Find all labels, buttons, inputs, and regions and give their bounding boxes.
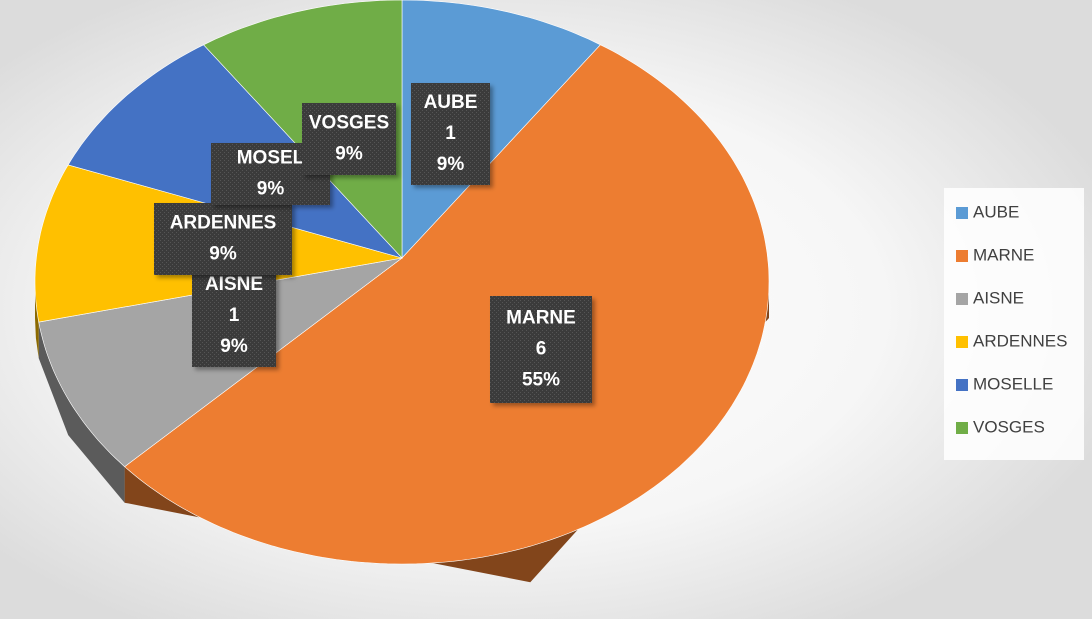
data-label-box (302, 103, 396, 175)
data-label-box (192, 265, 276, 367)
pie-side (35, 282, 39, 359)
legend-label: MOSELLE (973, 374, 1053, 393)
data-label: 9% (209, 244, 237, 265)
data-label-box (154, 203, 292, 275)
data-label: VOSGES (309, 113, 389, 134)
legend-label: AUBE (973, 202, 1019, 221)
data-label: AISNE (205, 274, 263, 295)
data-label: 1 (229, 305, 240, 326)
data-label: AUBE (424, 92, 478, 113)
legend-box (944, 188, 1084, 460)
legend-swatch (956, 336, 968, 348)
legend-swatch (956, 422, 968, 434)
data-label: 9% (335, 144, 363, 165)
legend-label: AISNE (973, 288, 1024, 307)
legend-swatch (956, 379, 968, 391)
pie-side (38, 322, 125, 503)
pie-slice (401, 0, 601, 259)
legend-label: VOSGES (973, 417, 1045, 436)
data-label: MARNE (506, 308, 576, 329)
data-label-box (490, 296, 592, 403)
data-label: 9% (437, 154, 465, 175)
legend-swatch (956, 250, 968, 262)
data-label-box (411, 83, 490, 185)
data-label: 1 (445, 123, 456, 144)
data-label: ARDENNES (170, 213, 277, 234)
data-label: MOSEL (237, 148, 305, 169)
pie-slice (124, 44, 770, 565)
data-label: 9% (220, 336, 248, 357)
legend-label: ARDENNES (973, 331, 1067, 350)
data-label: 6 (536, 339, 547, 360)
legend-label: MARNE (973, 245, 1034, 264)
legend-swatch (956, 207, 968, 219)
data-label: 55% (522, 370, 560, 391)
legend-swatch (956, 293, 968, 305)
data-labels: AISNE 1 9% MARNE 6 55% ARDENNES 9% MOSEL 9% VOSGES… (154, 83, 592, 403)
legend: AUBE MARNE AISNE ARDENNES MOSELLE VOSGES (944, 188, 1084, 460)
data-label: 9% (257, 179, 285, 200)
